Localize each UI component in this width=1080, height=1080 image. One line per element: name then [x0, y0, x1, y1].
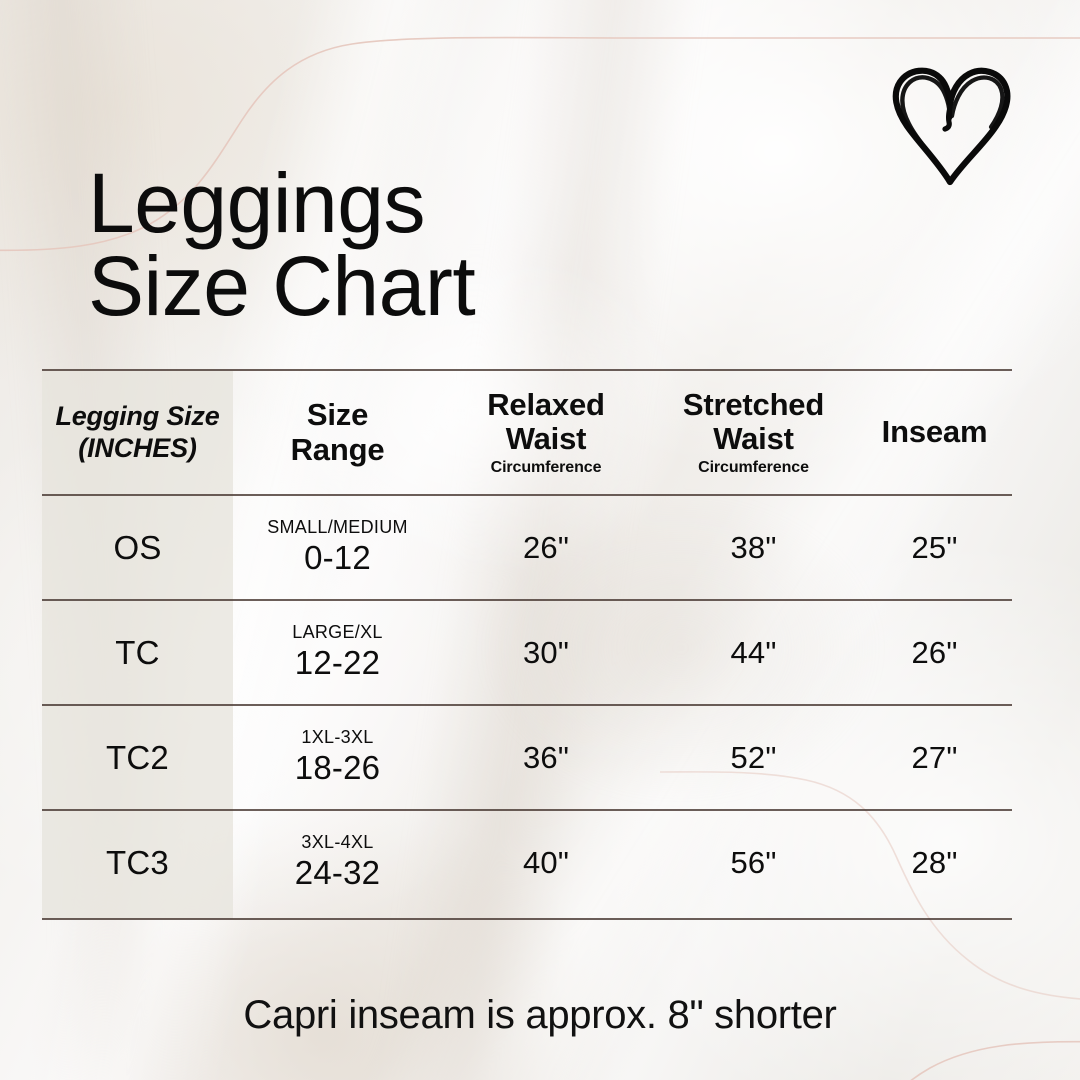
table-rule-top [42, 369, 1012, 371]
page-title-line-1: Leggings [88, 156, 425, 250]
header-legging-size-label: Legging Size [55, 400, 220, 431]
size-range-sub: 3XL-4XL [301, 832, 374, 853]
cell-inseam: 28" [857, 845, 1012, 881]
size-range-value: 18-26 [294, 748, 381, 786]
header-cell-size-range: Size Range [233, 398, 442, 466]
table-row: TC3 3XL-4XL 24-32 40" 56" 28" [42, 810, 1012, 915]
stretched-waist-value: 56" [730, 844, 777, 880]
header-legging-size-units: (INCHES) [78, 432, 197, 463]
relaxed-waist-value: 40" [522, 844, 570, 880]
table-rule-3 [42, 809, 1012, 811]
size-value: TC3 [106, 843, 169, 881]
table-header-row: Legging Size (INCHES) Size Range Relaxed… [42, 371, 1012, 494]
cell-stretched-waist: 56" [650, 845, 857, 881]
header-relaxed-line-2: Waist [505, 420, 587, 456]
cell-size: OS [42, 529, 233, 567]
header-size-range-line-1: Size [306, 397, 369, 433]
cell-size-range: 1XL-3XL 18-26 [233, 727, 442, 787]
size-range-value: 0-12 [304, 538, 371, 576]
size-range-value: 24-32 [294, 853, 381, 891]
header-relaxed-circumference: Circumference [490, 458, 602, 476]
table-row: TC2 1XL-3XL 18-26 36" 52" 27" [42, 705, 1012, 810]
table-row: OS SMALL/MEDIUM 0-12 26" 38" 25" [42, 495, 1012, 600]
header-relaxed-line-1: Relaxed [487, 386, 605, 422]
table-rule-bottom [42, 918, 1012, 920]
relaxed-waist-value: 36" [522, 739, 570, 775]
header-stretched-line-1: Stretched [682, 386, 825, 422]
stretched-waist-value: 38" [730, 529, 777, 565]
cell-relaxed-waist: 26" [442, 530, 650, 566]
cell-size: TC [42, 634, 233, 672]
header-stretched-line-2: Waist [713, 420, 794, 456]
relaxed-waist-value: 30" [522, 634, 570, 670]
cell-relaxed-waist: 40" [442, 845, 650, 881]
table-rule-header [42, 494, 1012, 496]
table-rule-1 [42, 599, 1012, 601]
cell-relaxed-waist: 30" [442, 635, 650, 671]
size-range-sub: SMALL/MEDIUM [267, 517, 408, 538]
cell-size: TC2 [42, 739, 233, 777]
inseam-value: 26" [911, 634, 958, 670]
page-title: Leggings Size Chart [88, 156, 476, 334]
cell-size-range: 3XL-4XL 24-32 [233, 832, 442, 892]
inseam-value: 27" [911, 739, 958, 775]
size-range-sub: 1XL-3XL [301, 727, 374, 748]
size-chart-table: Legging Size (INCHES) Size Range Relaxed… [42, 369, 1012, 920]
cell-inseam: 27" [857, 740, 1012, 776]
size-range-sub: LARGE/XL [292, 622, 383, 643]
header-inseam-label: Inseam [881, 414, 988, 450]
cell-size: TC3 [42, 844, 233, 882]
heart-doodle-icon [892, 67, 1011, 186]
page-title-line-2: Size Chart [88, 239, 476, 334]
inseam-value: 28" [911, 844, 958, 880]
header-cell-inseam: Inseam [857, 415, 1012, 449]
size-value: TC [115, 633, 160, 671]
header-stretched-circumference: Circumference [698, 458, 809, 476]
header-cell-legging-size: Legging Size (INCHES) [42, 401, 233, 465]
cell-size-range: LARGE/XL 12-22 [233, 622, 442, 682]
cell-stretched-waist: 38" [650, 530, 857, 566]
cell-size-range: SMALL/MEDIUM 0-12 [233, 517, 442, 577]
cell-inseam: 26" [857, 635, 1012, 671]
cell-inseam: 25" [857, 530, 1012, 566]
relaxed-waist-value: 26" [522, 529, 570, 565]
size-value: TC2 [106, 738, 169, 776]
inseam-value: 25" [911, 529, 958, 565]
capri-note: Capri inseam is approx. 8" shorter [243, 993, 837, 1037]
stretched-waist-value: 44" [730, 634, 777, 670]
cell-stretched-waist: 44" [650, 635, 857, 671]
header-cell-stretched-waist: Stretched Waist Circumference [650, 386, 857, 478]
size-value: OS [113, 528, 162, 566]
first-column-highlight [42, 371, 233, 919]
stretched-waist-value: 52" [730, 739, 777, 775]
header-size-range-line-2: Range [290, 431, 385, 467]
header-cell-relaxed-waist: Relaxed Waist Circumference [442, 386, 650, 478]
cell-relaxed-waist: 36" [442, 740, 650, 776]
table-row: TC LARGE/XL 12-22 30" 44" 26" [42, 600, 1012, 705]
cell-stretched-waist: 52" [650, 740, 857, 776]
size-range-value: 12-22 [294, 643, 381, 681]
table-rule-2 [42, 704, 1012, 706]
